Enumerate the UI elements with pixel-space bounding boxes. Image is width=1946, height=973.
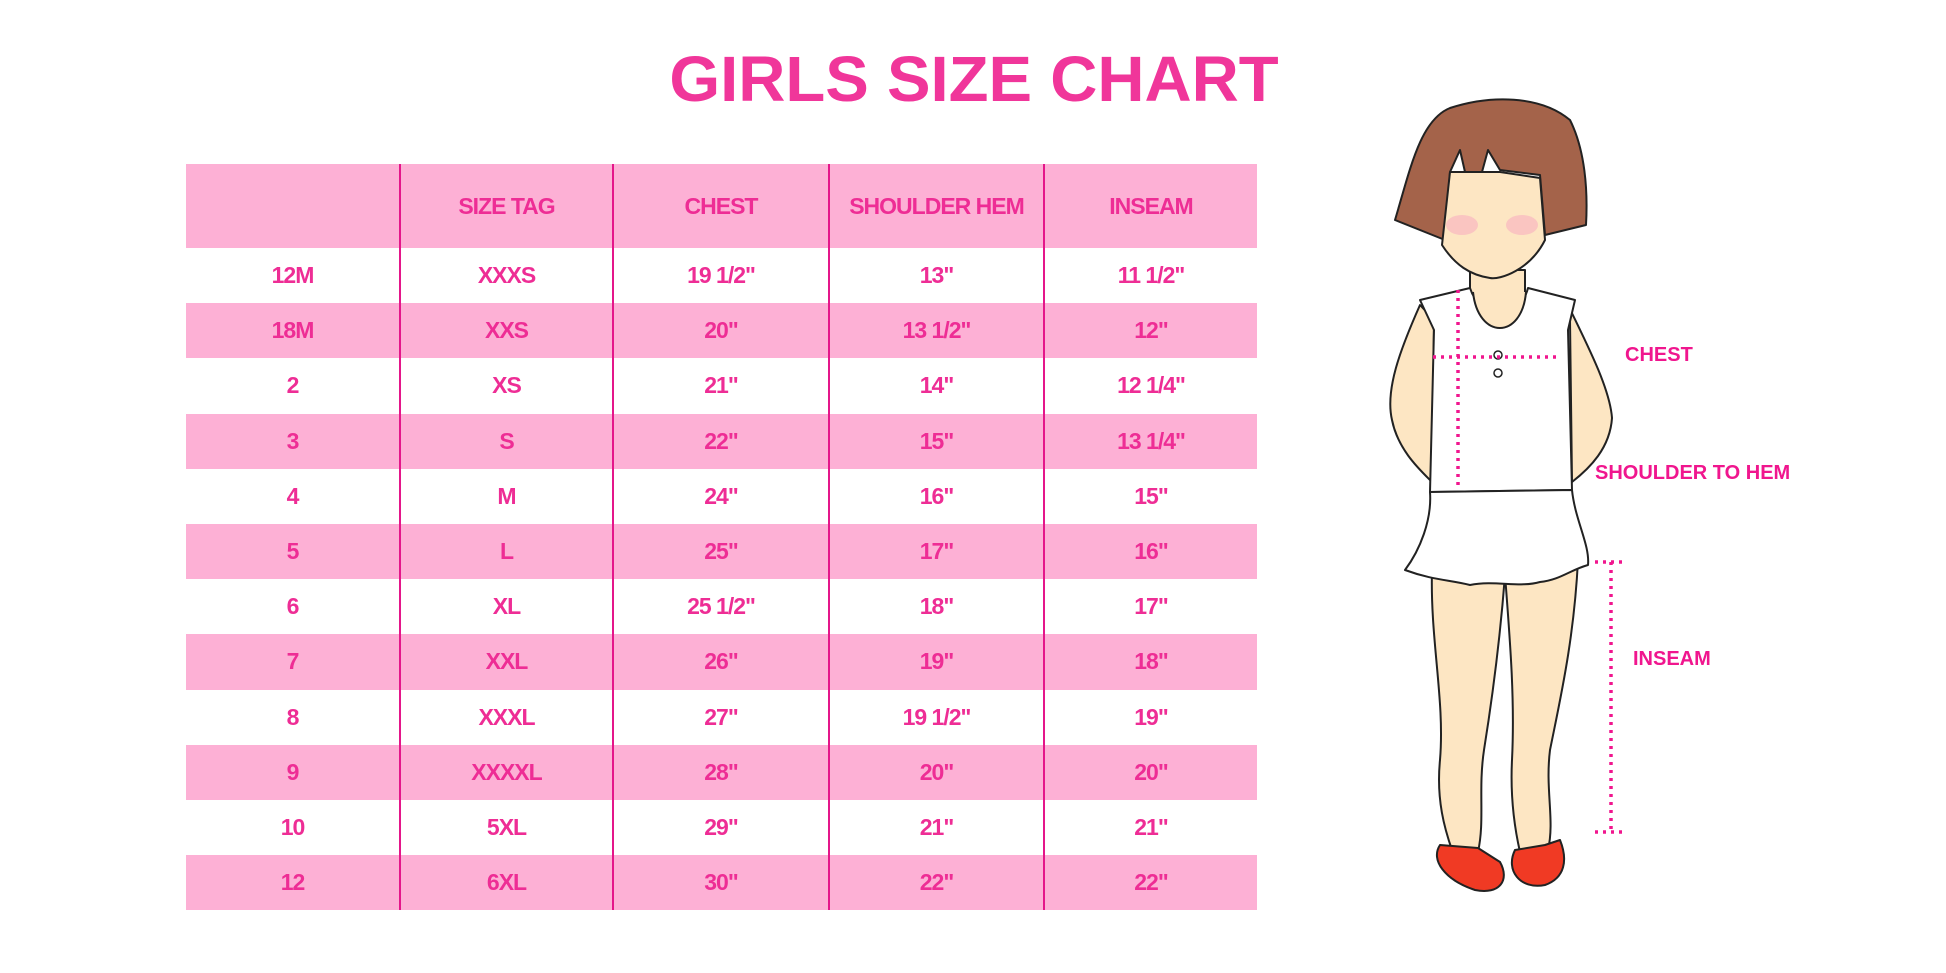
table-cell: XXXL — [399, 689, 613, 745]
table-cell: 18" — [828, 579, 1044, 635]
table-cell: 20" — [828, 744, 1044, 800]
table-cell: 11 1/2" — [1043, 248, 1257, 304]
table-cell: 25" — [612, 523, 829, 580]
column-header: INSEAM — [1043, 164, 1257, 248]
table-cell: 20" — [612, 303, 829, 359]
left-shoe — [1435, 844, 1505, 892]
table-cell: 19 1/2" — [828, 689, 1044, 745]
table-row: 3 S 22" 15" 13 1/4" — [186, 413, 1257, 469]
table-cell: 18M — [186, 303, 400, 359]
table-cell: 12 — [186, 855, 400, 911]
table-cell: XXXS — [399, 248, 613, 304]
table-row: 9 XXXXL 28" 20" 20" — [186, 744, 1257, 800]
right-shoe — [1510, 839, 1566, 887]
table-cell: 14" — [828, 358, 1044, 414]
table-cell: 9 — [186, 744, 400, 800]
table-cell: 27" — [612, 689, 829, 745]
table-cell: 21" — [1043, 799, 1257, 856]
table-cell: XXL — [399, 634, 613, 690]
table-cell: 12" — [1043, 303, 1257, 359]
table-cell: 21" — [828, 799, 1044, 856]
table-cell: 19 1/2" — [612, 248, 829, 304]
table-cell: 2 — [286, 372, 300, 399]
table-cell: 6 — [286, 593, 300, 620]
table-header-row: SIZE TAG CHEST SHOULDER HEM INSEAM — [186, 164, 1257, 248]
table-row: 12M XXXS 19 1/2" 13" 11 1/2" — [186, 248, 1257, 304]
table-row: 8 XXXL 27" 19 1/2" 19" — [186, 689, 1257, 745]
table-cell: XXS — [399, 303, 613, 359]
right-arm — [1567, 304, 1613, 483]
table-cell: 22" — [1043, 855, 1257, 911]
table-cell: 26" — [612, 634, 829, 690]
inseam-label: INSEAM — [1633, 648, 1711, 670]
table-cell: 16" — [1043, 523, 1257, 580]
left-leg — [1430, 569, 1506, 853]
table-cell: 20" — [1043, 744, 1257, 800]
table-cell: 6XL — [399, 855, 613, 911]
table-row: 7 XXL 26" 19" 18" — [186, 634, 1257, 690]
table-cell: 15" — [1043, 468, 1257, 524]
column-header — [186, 164, 400, 248]
table-cell: 21" — [612, 358, 829, 414]
right-leg — [1504, 559, 1579, 853]
table-cell: 15" — [828, 413, 1044, 469]
table-cell: 18" — [1043, 634, 1257, 690]
column-header: SIZE TAG — [399, 164, 613, 248]
table-cell: 24" — [612, 468, 829, 524]
table-row: 6 XL 25 1/2" 18" 17" — [186, 579, 1257, 635]
table-cell: 10 — [280, 813, 306, 840]
page-title: GIRLS SIZE CHART — [669, 43, 1279, 115]
table-row: 2 XS 21" 14" 12 1/4" — [186, 358, 1257, 414]
table-cell: 17" — [828, 523, 1044, 580]
table-cell: 19" — [1043, 689, 1257, 745]
table-cell: 7 — [186, 634, 400, 690]
table-cell: 12M — [271, 262, 315, 289]
table-row: 5 L 25" 17" 16" — [186, 523, 1257, 580]
table-cell: 22" — [612, 413, 829, 469]
table-cell: 19" — [828, 634, 1044, 690]
table-cell: S — [399, 413, 613, 469]
table-cell: M — [399, 468, 613, 524]
table-cell: XS — [399, 358, 613, 414]
face — [1441, 171, 1546, 280]
left-arm — [1389, 304, 1435, 483]
table-cell: 29" — [612, 799, 829, 856]
ruffle-skirt — [1404, 489, 1590, 586]
table-cell: 5 — [186, 523, 400, 580]
table-row: 4 M 24" 16" 15" — [186, 468, 1257, 524]
table-cell: 13" — [828, 248, 1044, 304]
table-cell: 3 — [186, 413, 400, 469]
table-cell: 30" — [612, 855, 829, 911]
table-cell: 22" — [828, 855, 1044, 911]
table-cell: 5XL — [399, 799, 613, 856]
table-row: 18M XXS 20" 13 1/2" 12" — [186, 303, 1257, 359]
table-cell: 17" — [1043, 579, 1257, 635]
table-cell: XXXXL — [399, 744, 613, 800]
table-cell: L — [399, 523, 613, 580]
table-cell: 16" — [828, 468, 1044, 524]
chest-label: CHEST — [1625, 344, 1693, 366]
table-cell: 12 1/4" — [1043, 358, 1257, 414]
table-cell: 13 1/4" — [1043, 413, 1257, 469]
table-row: 10 5XL 29" 21" 21" — [186, 799, 1257, 856]
table-cell: XL — [399, 579, 613, 635]
shoulder-to-hem-label: SHOULDER TO HEM — [1595, 462, 1791, 484]
table-cell: 4 — [286, 482, 300, 509]
table-cell: 28" — [612, 744, 829, 800]
table-cell: 13 1/2" — [828, 303, 1044, 359]
table-cell: 8 — [286, 703, 300, 730]
size-chart-table: SIZE TAG CHEST SHOULDER HEM INSEAM 12M XXXS 1… — [186, 164, 1257, 911]
column-header: CHEST — [612, 164, 829, 248]
table-row: 12 6XL 30" 22" 22" — [186, 855, 1257, 911]
column-header: SHOULDER HEM — [828, 164, 1044, 248]
table-cell: 25 1/2" — [612, 579, 829, 635]
